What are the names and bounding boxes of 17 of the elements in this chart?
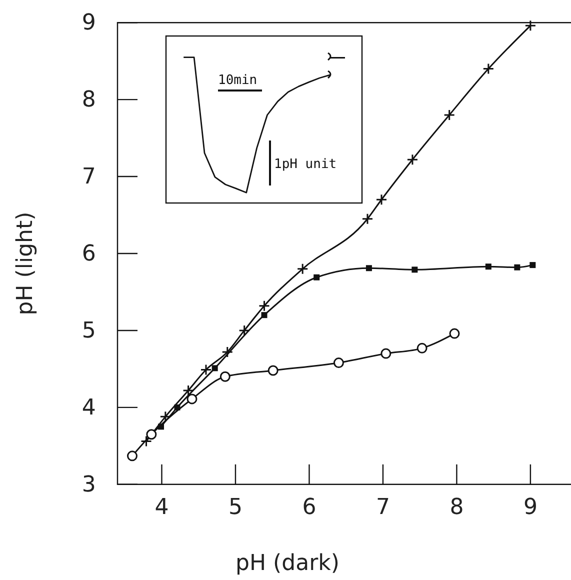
x-axis-title: pH (dark) — [236, 551, 340, 576]
x-tick-label: 6 — [302, 495, 316, 520]
y-tick-label: 7 — [82, 164, 96, 190]
y-tick-label: 5 — [82, 318, 96, 344]
x-tick-label: 8 — [450, 495, 464, 520]
y-tick-label: 4 — [82, 395, 96, 420]
x-tick-label: 9 — [523, 495, 538, 520]
y-tick-label: 3 — [82, 472, 96, 498]
annotation: 10min — [218, 73, 258, 88]
x-tick-label: 4 — [154, 495, 169, 520]
y-axis-title: pH (light) — [13, 212, 38, 316]
y-tick-label: 6 — [82, 242, 96, 267]
y-tick-label: 8 — [82, 88, 96, 113]
annotation: 1pH unit — [274, 157, 337, 172]
x-tick-label: 7 — [376, 495, 390, 520]
y-tick-label: 9 — [82, 10, 96, 36]
x-tick-label: 5 — [228, 495, 242, 520]
